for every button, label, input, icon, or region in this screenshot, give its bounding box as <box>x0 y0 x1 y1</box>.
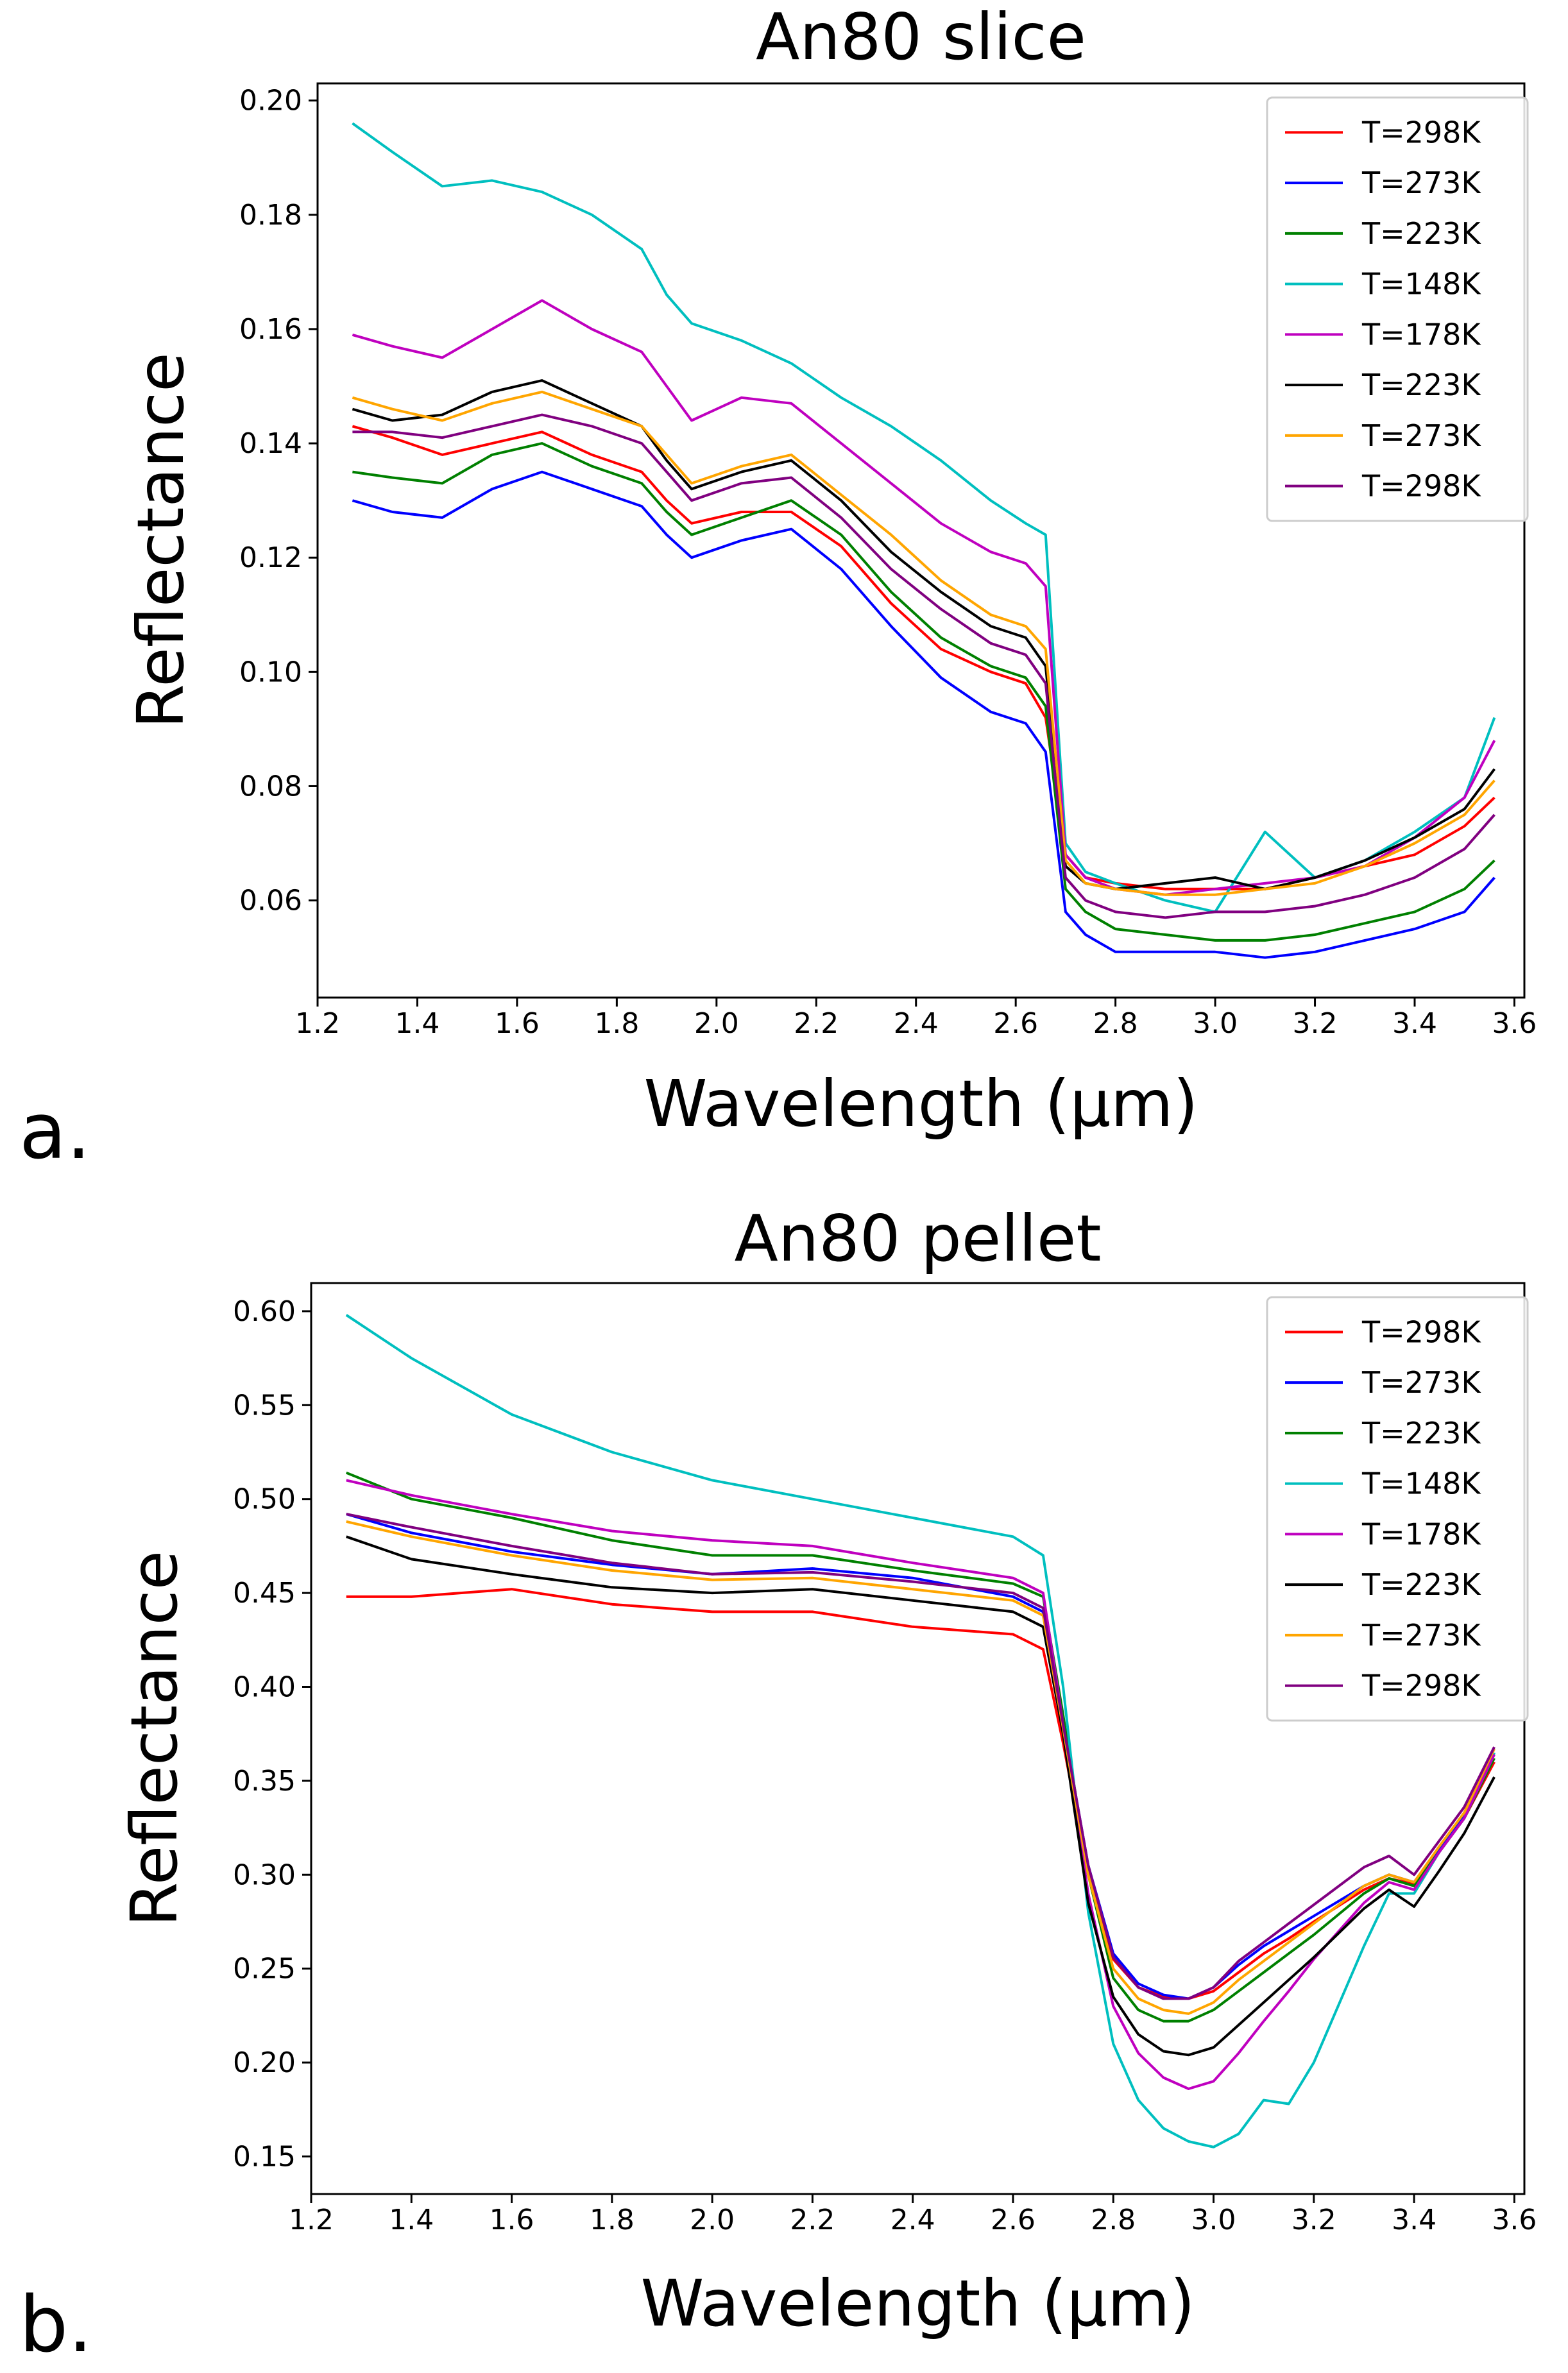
series-line-5 <box>346 1535 1496 2057</box>
x-tick-label: 3.0 <box>1191 2204 1236 2236</box>
chart-panel-b: An80 pellet 1.2 1.4 1.6 1.8 2.0 2.2 2.4 2.6 2.8 3.… <box>19 1201 1537 2370</box>
legend-label-6: T=273K <box>1361 1618 1481 1653</box>
y-tick-label: 0.15 <box>233 2140 296 2173</box>
plot-frame <box>310 1282 1526 2195</box>
legend-label-0: T=298K <box>1361 1314 1481 1349</box>
y-tick-label: 0.25 <box>233 1953 296 1986</box>
series-line-2 <box>352 442 1496 942</box>
y-tick-label: 0.50 <box>233 1483 296 1516</box>
x-tick-label: 2.8 <box>1093 1007 1138 1040</box>
x-tick-label: 2.6 <box>991 2204 1035 2236</box>
legend-label-1: T=273K <box>1361 166 1481 200</box>
chart-title: An80 slice <box>756 0 1086 74</box>
x-tick-label: 3.2 <box>1291 2204 1336 2236</box>
x-tick-label: 2.0 <box>690 2204 735 2236</box>
x-tick-label: 1.8 <box>594 1007 639 1040</box>
series-line-6 <box>346 1520 1496 2015</box>
series-group <box>352 122 1496 959</box>
series-line-4 <box>346 1479 1496 2090</box>
x-tick-label: 2.4 <box>891 2204 935 2236</box>
x-tick-label: 1.4 <box>389 2204 434 2236</box>
y-tick-label: 0.30 <box>233 1858 296 1891</box>
x-tick-label: 1.2 <box>295 1007 340 1040</box>
legend-label-2: T=223K <box>1361 216 1481 251</box>
legend-label-3: T=148K <box>1361 1467 1481 1501</box>
x-axis-label: Wavelength (μm) <box>640 2266 1195 2341</box>
legend: T=298K T=273K T=223K T=148K T=178K T=223K T=27… <box>1266 1296 1529 1722</box>
y-tick-label: 0.40 <box>233 1671 296 1703</box>
y-tick-label: 0.45 <box>233 1577 296 1610</box>
x-tick-label: 1.4 <box>395 1007 439 1040</box>
legend-label-6: T=273K <box>1361 418 1481 453</box>
series-line-7 <box>346 1513 1496 2000</box>
x-tick-label: 1.6 <box>490 2204 534 2236</box>
series-group <box>345 1314 1496 2148</box>
chart-panel-a: An80 slice 1.2 1.4 1.6 1.8 2.0 2.2 2.4 2.6 2.8 3.0… <box>19 0 1537 1177</box>
series-line-7 <box>352 413 1496 919</box>
y-tick-label: 0.60 <box>233 1295 296 1328</box>
y-tick-label: 0.16 <box>239 313 302 346</box>
x-tick-label: 1.6 <box>495 1007 540 1040</box>
legend-label-5: T=223K <box>1361 368 1481 402</box>
x-tick-label: 3.4 <box>1392 2204 1436 2236</box>
x-tick-label: 3.2 <box>1293 1007 1338 1040</box>
series-line-4 <box>352 299 1496 896</box>
y-tick-label: 0.20 <box>233 2046 296 2079</box>
legend-label-5: T=223K <box>1361 1567 1481 1602</box>
series-line-1 <box>352 470 1496 959</box>
x-tick-label: 2.8 <box>1091 2204 1136 2236</box>
y-tick-label: 0.12 <box>239 541 302 574</box>
y-tick-label: 0.14 <box>239 427 302 460</box>
x-tick-label: 3.6 <box>1492 1007 1537 1040</box>
series-line-2 <box>345 1471 1496 2023</box>
legend-label-7: T=298K <box>1361 469 1481 504</box>
x-tick-label: 3.0 <box>1193 1007 1238 1040</box>
x-tick-label: 3.4 <box>1392 1007 1437 1040</box>
y-axis-label: Reflectance <box>117 1551 192 1926</box>
legend-box <box>1266 1296 1529 1722</box>
legend-box <box>1266 96 1529 522</box>
x-tick-label: 2.2 <box>790 2204 835 2236</box>
y-tick-label: 0.10 <box>239 656 302 688</box>
legend-label-7: T=298K <box>1361 1669 1481 1703</box>
legend-label-3: T=148K <box>1361 267 1481 302</box>
x-tick-label: 3.6 <box>1492 2204 1537 2236</box>
y-tick-label: 0.08 <box>239 770 302 803</box>
x-tick-label: 2.2 <box>794 1007 839 1040</box>
x-tick-label: 2.4 <box>894 1007 939 1040</box>
x-tick-label: 2.0 <box>694 1007 739 1040</box>
legend-label-0: T=298K <box>1361 115 1481 149</box>
x-tick-label: 1.8 <box>590 2204 635 2236</box>
panel-letter: b. <box>19 2281 92 2370</box>
panel-letter: a. <box>19 1087 91 1177</box>
y-axis-label: Reflectance <box>123 352 198 728</box>
y-tick-label: 0.06 <box>239 885 302 917</box>
y-tick-label: 0.35 <box>233 1765 296 1798</box>
x-tick-label: 2.6 <box>993 1007 1038 1040</box>
legend-label-4: T=178K <box>1361 1517 1481 1551</box>
series-line-6 <box>352 390 1496 896</box>
y-tick-label: 0.20 <box>239 85 302 117</box>
chart-title: An80 pellet <box>734 1201 1101 1276</box>
series-line-5 <box>352 379 1496 890</box>
y-tick-label: 0.55 <box>233 1389 296 1422</box>
x-tick-label: 1.2 <box>289 2204 334 2236</box>
plot-frame <box>316 82 1526 999</box>
legend-label-2: T=223K <box>1361 1416 1481 1450</box>
y-tick-label: 0.18 <box>239 199 302 232</box>
legend-label-1: T=273K <box>1361 1365 1481 1400</box>
series-line-3 <box>345 1314 1496 2148</box>
legend: T=298K T=273K T=223K T=148K T=178K T=223K T=27… <box>1266 96 1529 522</box>
legend-label-4: T=178K <box>1361 317 1481 352</box>
series-line-3 <box>352 122 1496 914</box>
x-axis-label: Wavelength (μm) <box>643 1066 1198 1141</box>
